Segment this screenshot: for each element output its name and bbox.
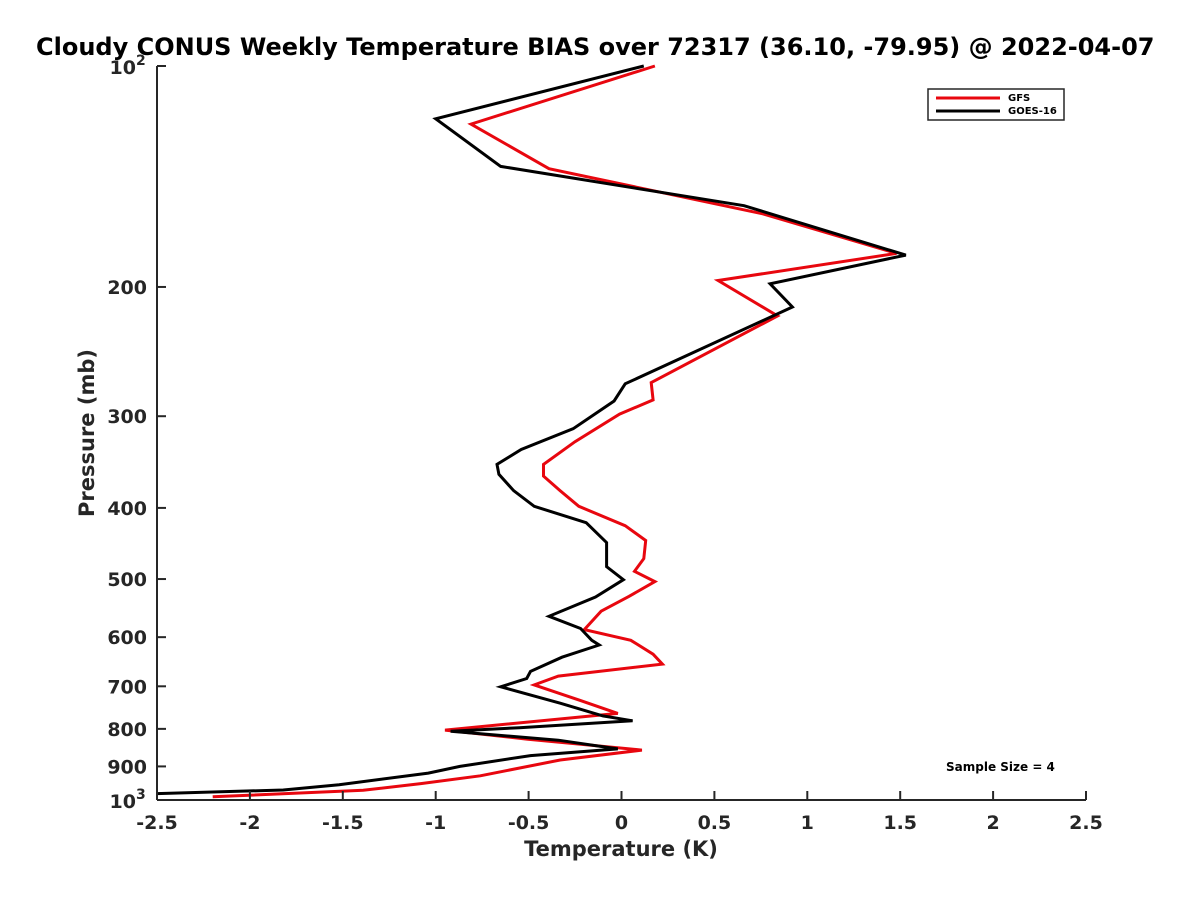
- y-axis-label: Pressure (mb): [75, 349, 99, 517]
- y-tick-label: 10: [110, 791, 136, 813]
- x-tick-label: 0.5: [698, 812, 732, 834]
- y-tick-label: 300: [107, 406, 147, 428]
- y-tick-label: 200: [107, 277, 147, 299]
- y-tick-label: 400: [107, 498, 147, 520]
- x-tick-label: -2.5: [136, 812, 178, 834]
- y-tick-label: 800: [107, 719, 147, 741]
- x-tick-label: 1: [801, 812, 814, 834]
- plot-area: -2.5 -2 -1.5 -1 -0.5 0 0.5 1 1.5 2 2.5 10 220030040…: [107, 53, 1103, 834]
- sample-size-annotation: Sample Size = 4: [946, 760, 1055, 774]
- legend-box: [927, 88, 1065, 121]
- x-axis-label: Temperature (K): [524, 837, 718, 861]
- legend-label-gfs: GFS: [1008, 93, 1030, 104]
- y-tick-label: 10: [110, 57, 136, 79]
- x-ticks: -2.5 -2 -1.5 -1 -0.5 0 0.5 1 1.5 2 2.5: [136, 791, 1103, 834]
- x-tick-label: -1: [425, 812, 446, 834]
- chart-title: Cloudy CONUS Weekly Temperature BIAS ove…: [36, 33, 1154, 61]
- y-tick-label: 900: [107, 756, 147, 778]
- x-tick-label: -1.5: [322, 812, 364, 834]
- y-tick-label: 700: [107, 676, 147, 698]
- legend: GFS GOES-16: [927, 88, 1065, 121]
- series-layer: [156, 64, 907, 799]
- y-tick-label-exponent: 3: [136, 787, 146, 803]
- x-tick-label: 2.5: [1069, 812, 1103, 834]
- y-tick-label-exponent: 2: [136, 53, 146, 69]
- y-tick-label: 600: [107, 627, 147, 649]
- y-tick-label: 500: [107, 569, 147, 591]
- x-tick-label: -2: [239, 812, 260, 834]
- legend-label-goes16: GOES-16: [1008, 106, 1057, 117]
- x-tick-label: 2: [986, 812, 999, 834]
- x-tick-label: 0: [615, 812, 628, 834]
- series-line-goes16: [156, 64, 907, 796]
- x-tick-label: 1.5: [883, 812, 917, 834]
- x-tick-label: -0.5: [508, 812, 550, 834]
